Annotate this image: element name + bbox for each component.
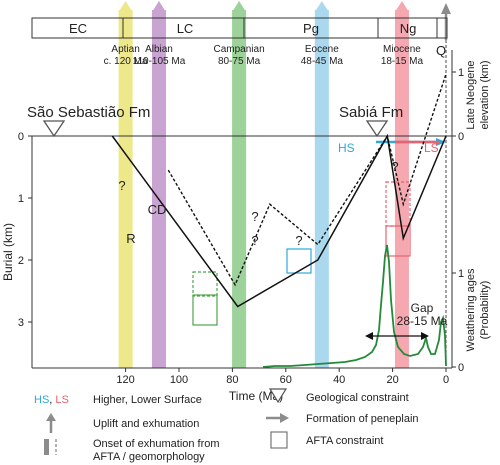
- cd-label: CD: [148, 202, 167, 217]
- event-age-eocene: 48-45 Ma: [301, 56, 344, 67]
- right-bottom-tick-label: 0: [458, 362, 464, 374]
- legend-hs-code: HS: [34, 394, 49, 406]
- event-name-miocene: Miocene: [383, 44, 421, 55]
- period-ec: EC: [69, 21, 87, 36]
- gap-indicator: Gap 28-15 Ma: [365, 301, 448, 340]
- question-mark-2: ?: [251, 209, 258, 224]
- event-name-eocene: Eocene: [305, 44, 339, 55]
- band-arrow-albian: [151, 1, 166, 12]
- question-mark-4: ?: [295, 233, 302, 248]
- period-strip: EC LC Pg Ng Q: [31, 17, 448, 58]
- y-tick-label: 3: [18, 317, 24, 329]
- legend-uplift-text: Uplift and exhumation: [93, 418, 199, 430]
- period-q: Q: [436, 43, 446, 58]
- legend-hs-ls-text: Higher, Lower Surface: [93, 394, 202, 406]
- plot-frame: [31, 40, 455, 369]
- event-bands: [118, 1, 451, 368]
- question-mark-3: ?: [251, 233, 258, 248]
- legend-hs-ls: HS, LS: [34, 394, 69, 406]
- question-mark-1: ?: [118, 178, 125, 193]
- y-axis-title: Burial (km): [1, 223, 15, 281]
- legend-onset-text-1: Onset of exhumation from: [93, 438, 220, 450]
- period-ng: Ng: [400, 21, 417, 36]
- band-eocene: [314, 10, 329, 368]
- cd-burial-path: [167, 73, 447, 287]
- legend-ls-code: LS: [55, 394, 68, 406]
- afta-boxes: [192, 181, 411, 326]
- legend: HS, LS Higher, Lower Surface Uplift and e…: [34, 388, 419, 463]
- band-arrow-miocene: [394, 1, 409, 12]
- event-age-miocene: 18-15 Ma: [381, 56, 424, 67]
- afta-box-miocene: [385, 225, 411, 257]
- x-tick-label: 20: [386, 374, 398, 386]
- sabia-triangle: [365, 120, 389, 138]
- surface-arrows: HS LS: [338, 138, 446, 155]
- x-tick-label: 120: [116, 374, 134, 386]
- y-tick-label: 0: [18, 131, 24, 143]
- legend-afta-text: AFTA constraint: [306, 435, 383, 447]
- right-top-title-2: elevation (km): [479, 60, 491, 129]
- right-bottom-title-1: Weathering ages: [465, 268, 477, 351]
- y-tick-label: 2: [18, 255, 24, 267]
- sao-sebastiao-triangle: [42, 120, 66, 138]
- band-campanian: [232, 10, 247, 368]
- right-top-tick-label: 0: [458, 131, 464, 143]
- band-arrow-aptian: [118, 1, 133, 12]
- weathering-ages-curve: [262, 244, 447, 368]
- band-albian: [151, 10, 166, 368]
- band-miocene: [394, 10, 409, 368]
- hs-arrowhead: [436, 138, 446, 146]
- legend-onset-text-2: AFTA / geomorphology: [93, 451, 205, 463]
- x-axis-title: Time (Ma): [229, 389, 283, 403]
- present-arrowhead: [441, 3, 451, 14]
- period-pg: Pg: [303, 21, 319, 36]
- event-age-campanian: 80-75 Ma: [218, 56, 261, 67]
- legend-pene-text: Formation of peneplain: [306, 413, 419, 425]
- legend-comma: ,: [49, 394, 52, 406]
- legend-onset-icon: [44, 439, 49, 455]
- ls-label: LS: [424, 141, 439, 155]
- r-label: R: [126, 231, 135, 246]
- event-name-aptian: Aptian: [111, 44, 139, 55]
- gap-label: Gap: [411, 301, 434, 315]
- right-bottom-tick-label: 1: [458, 268, 464, 280]
- period-lc: LC: [177, 21, 194, 36]
- question-mark-5: ?: [391, 159, 398, 174]
- event-name-campanian: Campanian: [213, 44, 264, 55]
- x-tick-label: 0: [443, 374, 449, 386]
- y-tick-label: 1: [18, 193, 24, 205]
- sabia-label: Sabiá Fm: [339, 104, 403, 121]
- afta-box-eocene: [286, 248, 312, 274]
- x-tick-label: 60: [280, 374, 292, 386]
- x-tick-label: 40: [333, 374, 345, 386]
- legend-geo-text: Geological constraint: [306, 392, 409, 404]
- event-age-aptian: c. 120 Ma: [104, 56, 148, 67]
- band-arrow-eocene: [314, 1, 329, 12]
- legend-geo-icon: [268, 388, 288, 404]
- afta-box-campanian: [192, 294, 218, 326]
- afta-box-campanian-dashed: [192, 271, 218, 297]
- x-tick-label: 100: [170, 374, 188, 386]
- x-tick-label: 80: [226, 374, 238, 386]
- right-bottom-title-2: (Probability): [479, 281, 491, 340]
- r-burial-path: [111, 133, 447, 308]
- gap-range: 28-15 Ma: [397, 314, 448, 328]
- event-age-albian: 110-105 Ma: [133, 56, 186, 67]
- legend-afta-icon: [270, 431, 288, 449]
- sao-sebastiao-label: São Sebastião Fm: [27, 104, 150, 121]
- right-top-title-1: Late Neogene: [465, 60, 477, 129]
- right-top-tick-label: 1: [458, 67, 464, 79]
- band-aptian: [118, 10, 133, 368]
- band-arrow-campanian: [232, 1, 247, 12]
- event-name-albian: Albian: [145, 44, 173, 55]
- hs-label: HS: [338, 141, 355, 155]
